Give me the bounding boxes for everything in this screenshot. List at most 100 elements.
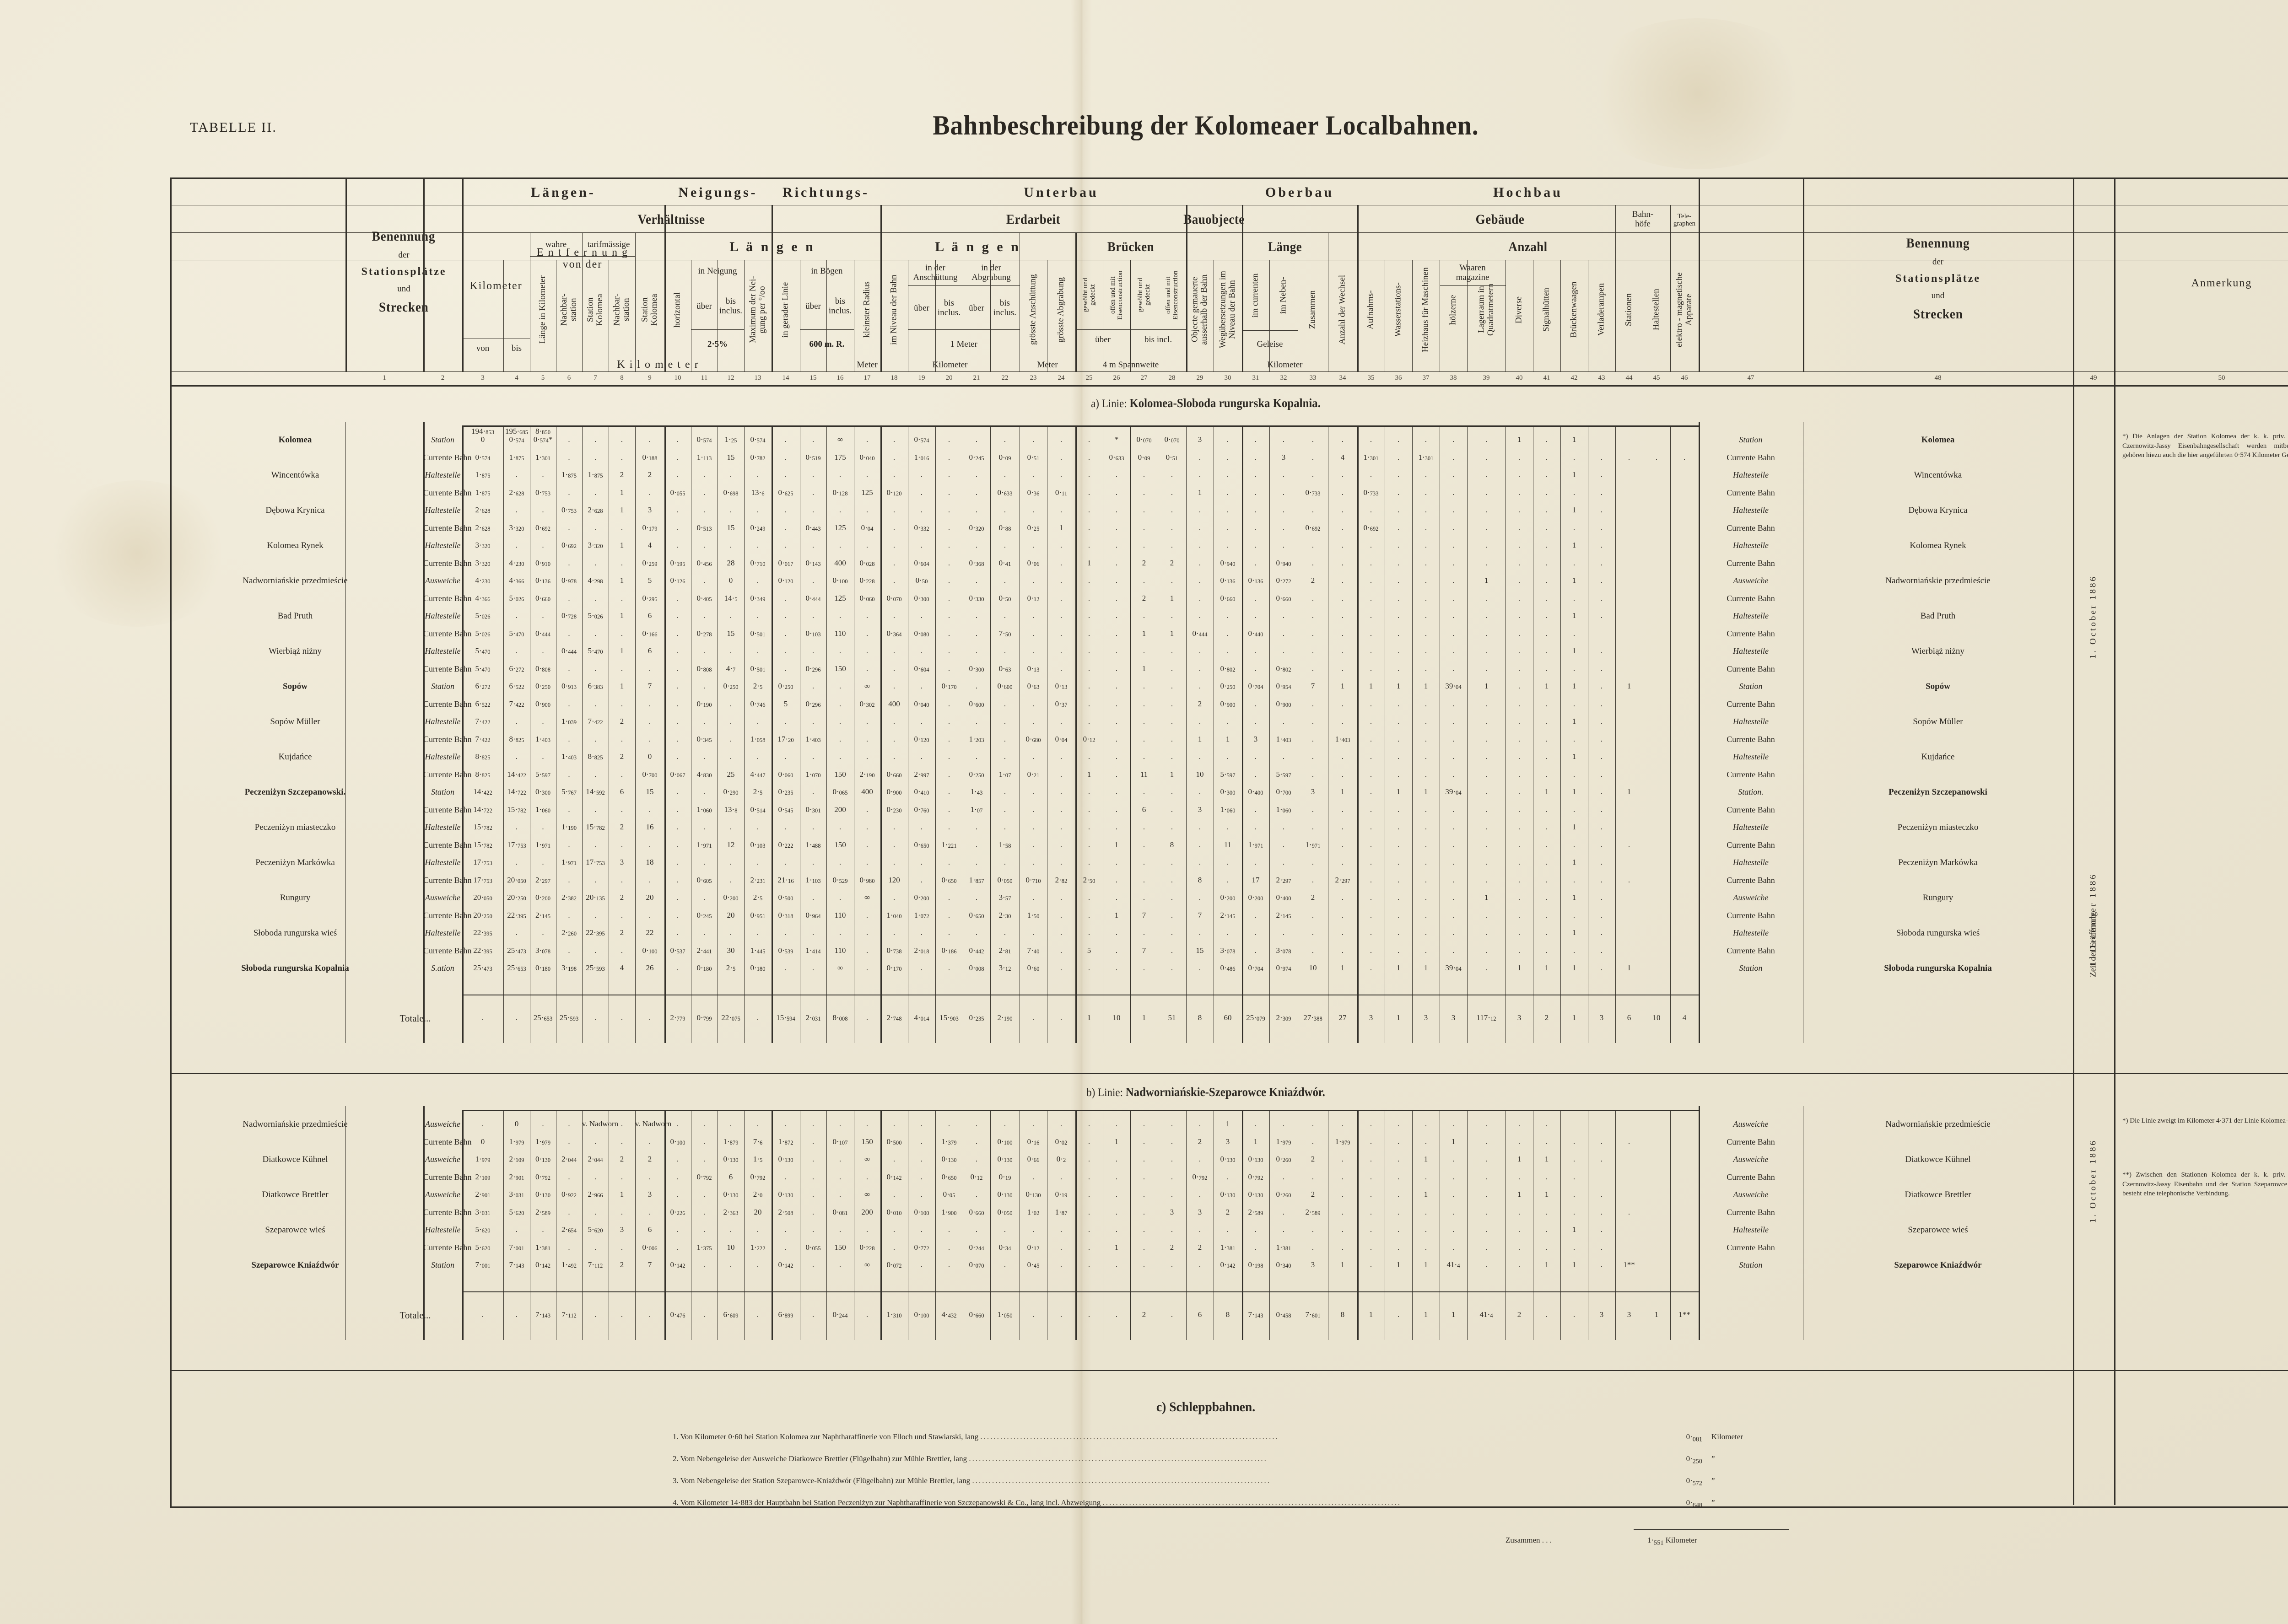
data-cell: . xyxy=(703,1155,706,1163)
column-number: 13 xyxy=(754,374,761,382)
data-cell: . xyxy=(1171,1155,1173,1163)
data-cell: . xyxy=(948,611,950,620)
totale-cell: 6 xyxy=(1198,1310,1202,1319)
data-cell: . xyxy=(1397,558,1400,567)
data-cell: 0·349 xyxy=(750,593,766,602)
data-cell: 3 xyxy=(648,1190,652,1199)
data-cell: 1·072 xyxy=(914,910,929,920)
data-cell: . xyxy=(1600,787,1603,796)
data-cell: 2·297 xyxy=(535,875,551,884)
data-cell: . xyxy=(1452,805,1455,814)
schleppbahn-text: Vom Nebengeleise der Ausweiche Diatkowce… xyxy=(680,1454,967,1463)
data-cell: 0·710 xyxy=(750,558,766,567)
data-cell: 20 xyxy=(727,910,735,920)
data-cell: 2·018 xyxy=(914,946,929,955)
data-cell: 0·792 xyxy=(750,1172,766,1181)
data-cell: . xyxy=(1254,488,1257,497)
totale-cell: 1·050 xyxy=(997,1310,1013,1319)
row-divider xyxy=(170,371,2288,372)
data-cell: . xyxy=(1254,664,1257,673)
data-cell: ∞ xyxy=(837,963,843,972)
totale-cell: . xyxy=(648,1013,651,1022)
data-cell: . xyxy=(1060,946,1063,955)
data-cell: 0·400 xyxy=(1276,893,1291,902)
data-cell: 0·200 xyxy=(535,893,551,902)
data-cell: 3·320 xyxy=(475,558,491,567)
data-cell: . xyxy=(594,558,597,567)
data-cell: . xyxy=(621,1119,623,1128)
data-cell: 1 xyxy=(1114,1242,1119,1252)
group-telegraphen: Tele-graphen xyxy=(1673,212,1696,227)
rstub-l4: und xyxy=(1931,290,1945,301)
data-cell: 0·070 xyxy=(969,1260,984,1269)
station-kind-left: Station xyxy=(431,787,454,796)
data-cell: 7 xyxy=(1311,682,1315,690)
data-cell: 2·5 xyxy=(726,963,736,973)
data-cell: 0·010 xyxy=(886,1207,902,1216)
data-cell: . xyxy=(1485,1119,1488,1128)
data-cell: . xyxy=(839,734,842,743)
data-cell: 0·228 xyxy=(859,1242,875,1252)
data-cell: . xyxy=(1198,858,1201,866)
station-name-left: Szeparowce Kniaźdwór xyxy=(251,1260,339,1270)
totale-cell: 1 xyxy=(1396,1013,1401,1022)
station-name-left: Słoboda rungurska Kopalnia xyxy=(241,963,349,973)
data-cell: . xyxy=(1341,1242,1344,1252)
data-cell: 1 xyxy=(1198,488,1202,497)
data-cell: . xyxy=(1600,734,1603,743)
data-cell: . xyxy=(756,858,759,866)
data-cell: . xyxy=(948,576,950,585)
data-cell: . xyxy=(1485,910,1488,920)
data-cell: 0·51 xyxy=(1027,452,1040,462)
data-cell: . xyxy=(1115,805,1118,814)
station-kind-right: Haltestelle xyxy=(1733,470,1769,479)
data-cell: 0·130 xyxy=(778,1190,793,1199)
data-cell: . xyxy=(839,1260,842,1269)
data-cell: 3 xyxy=(648,505,652,514)
data-cell: . xyxy=(1254,611,1257,620)
data-cell: . xyxy=(1485,946,1488,955)
data-cell: . xyxy=(1370,858,1372,866)
station-name-right: Peczeniżyn Markówka xyxy=(1898,858,1978,867)
totale-cell: 0·235 xyxy=(969,1013,984,1022)
data-cell: . xyxy=(948,664,950,673)
column-number: 31 xyxy=(1252,374,1259,382)
data-cell: . xyxy=(866,1172,869,1181)
data-cell: . xyxy=(975,611,978,620)
totale-cell: . xyxy=(703,1310,706,1319)
data-cell: 0·100 xyxy=(642,946,658,955)
data-cell: . xyxy=(1341,1225,1344,1234)
data-cell: . xyxy=(920,1172,923,1181)
header-bis: bis xyxy=(511,343,522,353)
data-cell: . xyxy=(1370,470,1372,479)
station-kind-left: Currente Bahn xyxy=(423,699,472,709)
data-cell: . xyxy=(542,541,544,549)
data-cell: . xyxy=(1600,488,1603,497)
data-cell: 1 xyxy=(1114,1137,1119,1146)
data-cell: 15 xyxy=(727,452,735,462)
column-divider xyxy=(1560,425,1561,1043)
data-cell: . xyxy=(676,611,679,620)
column-number: 29 xyxy=(1196,374,1203,382)
data-cell: . xyxy=(812,717,815,726)
data-cell: 0·574 xyxy=(696,435,712,444)
data-cell: . xyxy=(756,1119,759,1128)
schleppbahn-unit: ” xyxy=(1711,1476,1715,1485)
group-erdarbeit: Erdarbeit xyxy=(1006,211,1061,227)
schleppbahn-item: 1. Von Kilometer 0·60 bei Station Kolome… xyxy=(673,1432,1679,1441)
data-cell: . xyxy=(1088,488,1090,497)
data-cell: 6 xyxy=(620,787,624,796)
column-divider xyxy=(582,425,583,1043)
schleppbahn-value: 0·648 xyxy=(1686,1498,1702,1509)
data-cell: 4·830 xyxy=(696,769,712,779)
data-cell: . xyxy=(1060,928,1063,937)
data-cell: 200 xyxy=(834,805,846,814)
leader-dots: ........................................… xyxy=(1102,1498,1402,1507)
data-cell: . xyxy=(1171,664,1173,673)
column-divider xyxy=(1242,425,1243,1043)
data-cell: . xyxy=(1115,523,1118,532)
data-cell: . xyxy=(1397,858,1400,866)
data-cell: 200 xyxy=(861,1207,873,1216)
totale-label-b: Totale... xyxy=(399,1309,431,1321)
data-cell: . xyxy=(784,717,787,726)
